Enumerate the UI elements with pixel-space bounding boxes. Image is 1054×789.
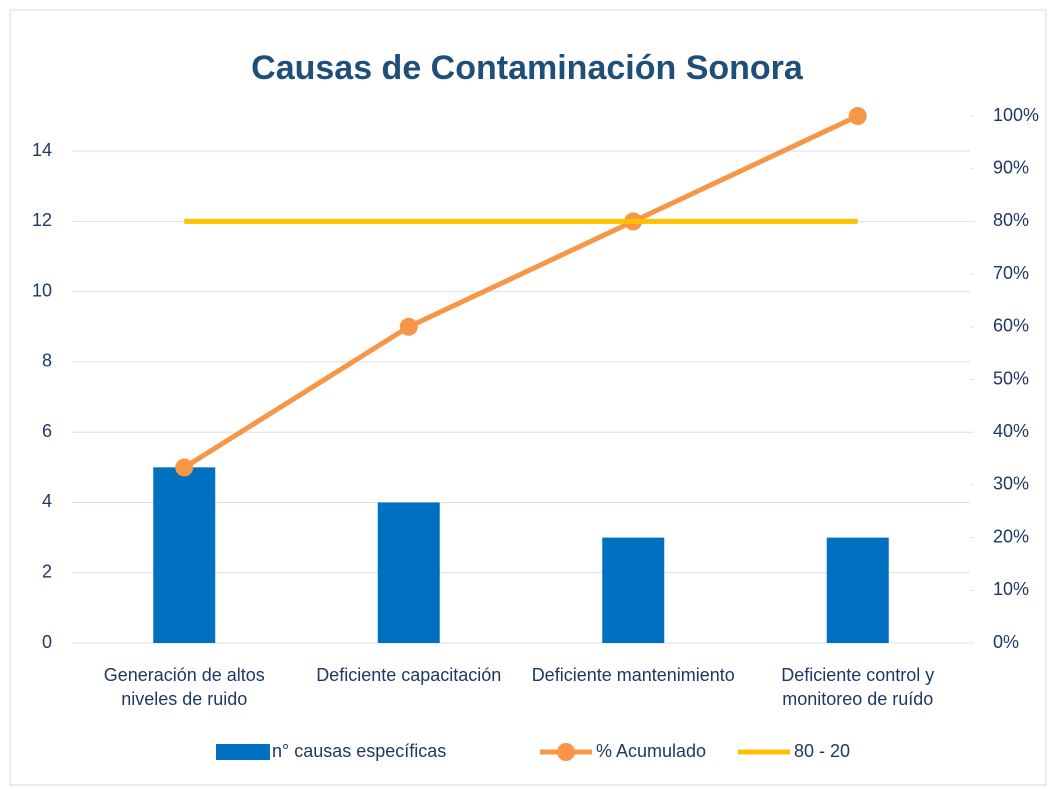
line-marker	[175, 458, 194, 477]
x-tick-label: Deficiente mantenimiento	[531, 665, 735, 685]
bar	[377, 502, 440, 643]
y-tick-label: 2	[42, 561, 52, 581]
chart-title: Causas de Contaminación Sonora	[251, 49, 804, 87]
bar	[826, 537, 889, 643]
y-tick-label: 8	[42, 351, 52, 371]
legend-swatch	[216, 744, 270, 760]
x-tick-label: Deficiente control y monitoreo de ruído	[781, 665, 935, 709]
y2-tick-label: 10%	[993, 579, 1029, 599]
y2-tick-label: 100%	[993, 105, 1039, 125]
line-marker	[848, 107, 867, 125]
legend-label: 80 - 20	[794, 741, 850, 761]
chart-border	[9, 9, 1047, 786]
y2-tick-label: 90%	[993, 157, 1029, 177]
legend-marker	[557, 743, 575, 761]
y-tick-label: 14	[32, 140, 52, 160]
line	[182, 113, 859, 470]
y-tick-label: 6	[42, 421, 52, 441]
y2-tick-label: 30%	[993, 474, 1029, 494]
y2-tick-label: 80%	[993, 210, 1029, 230]
y2-tick-label: 70%	[993, 263, 1029, 283]
y-tick-label: 12	[32, 210, 52, 230]
line-marker	[399, 317, 418, 336]
y2-tick-label: 60%	[993, 316, 1029, 336]
y-tick-label: 4	[42, 491, 52, 511]
bar	[602, 537, 665, 643]
y-tick-label: 0	[42, 632, 52, 652]
x-tick-label: Generación de altos niveles de ruido	[103, 665, 265, 709]
x-tick-label: Deficiente capacitación	[316, 665, 502, 685]
bar	[153, 467, 216, 643]
y2-tick-label: 50%	[993, 368, 1029, 388]
y2-tick-label: 40%	[993, 421, 1029, 441]
y2-tick-label: 0%	[993, 632, 1019, 652]
legend-label: % Acumulado	[596, 741, 706, 761]
y2-tick-label: 20%	[993, 526, 1029, 546]
y-tick-label: 10	[32, 280, 52, 300]
legend-label: n° causas específicas	[272, 741, 446, 761]
